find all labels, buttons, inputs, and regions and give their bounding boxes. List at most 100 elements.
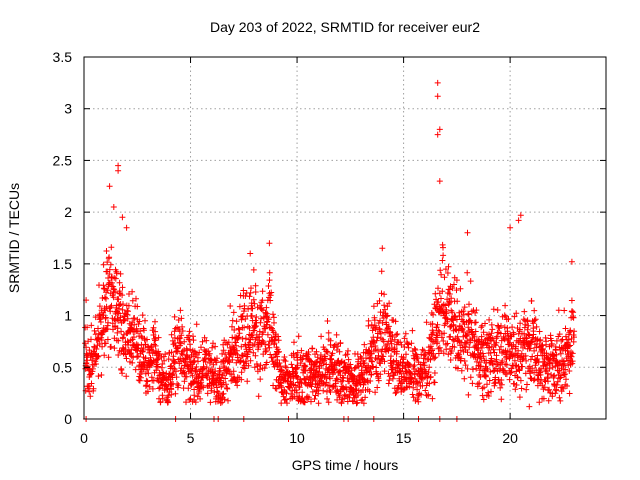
- data-point: [270, 354, 277, 361]
- data-point: [488, 388, 494, 395]
- data-point: [84, 324, 91, 331]
- data-point: [465, 324, 472, 331]
- data-point: [436, 126, 443, 133]
- data-point: [102, 307, 109, 314]
- data-point: [473, 365, 480, 372]
- data-point: [123, 355, 130, 362]
- data-point: [553, 351, 560, 358]
- data-point: [517, 377, 524, 384]
- data-point: [165, 399, 172, 406]
- data-point: [97, 319, 104, 325]
- data-point: [563, 376, 569, 383]
- data-point: [485, 393, 492, 399]
- data-point: [193, 367, 199, 374]
- data-point: [445, 263, 452, 270]
- data-point: [105, 354, 112, 361]
- data-point: [156, 385, 163, 392]
- data-point: [434, 332, 441, 339]
- data-point: [99, 343, 106, 350]
- data-point: [524, 317, 531, 324]
- data-point: [373, 324, 380, 331]
- data-point: [461, 304, 468, 311]
- data-point: [524, 326, 531, 333]
- data-point: [209, 366, 215, 373]
- data-point: [264, 331, 271, 338]
- data-point: [114, 309, 121, 316]
- data-point: [171, 313, 178, 320]
- data-point: [464, 269, 471, 276]
- data-point: [278, 400, 285, 407]
- data-point: [336, 348, 343, 355]
- data-point: [560, 385, 567, 392]
- data-point: [483, 373, 489, 380]
- data-point: [558, 337, 565, 344]
- data-point: [401, 335, 408, 342]
- data-point: [462, 362, 469, 369]
- data-point: [422, 387, 429, 394]
- data-point: [327, 389, 334, 395]
- data-point: [423, 319, 430, 326]
- data-point: [255, 393, 262, 400]
- data-point: [463, 341, 470, 347]
- data-point: [440, 252, 447, 259]
- data-point: [296, 393, 303, 400]
- data-point: [507, 224, 514, 231]
- data-point: [313, 363, 319, 370]
- data-point: [263, 359, 270, 366]
- data-point: [240, 287, 247, 294]
- data-point: [381, 306, 388, 313]
- data-point: [252, 289, 259, 295]
- data-point: [241, 365, 248, 372]
- data-point: [377, 371, 384, 378]
- data-point: [305, 394, 312, 401]
- data-point: [421, 352, 428, 359]
- data-point: [344, 375, 351, 381]
- data-point: [554, 378, 561, 385]
- data-point: [232, 379, 239, 386]
- data-point: [266, 269, 273, 276]
- data-point: [165, 392, 172, 399]
- data-point: [136, 377, 143, 384]
- data-point: [317, 352, 324, 358]
- data-point: [111, 345, 118, 352]
- data-point: [345, 364, 352, 371]
- data-point: [333, 331, 340, 338]
- data-point: [395, 362, 402, 369]
- data-point: [472, 328, 479, 335]
- data-point: [203, 337, 210, 344]
- data-point: [564, 383, 570, 389]
- data-point: [537, 336, 544, 343]
- data-point: [569, 308, 576, 315]
- data-point: [548, 340, 555, 347]
- data-point: [311, 396, 318, 402]
- data-point: [425, 392, 432, 399]
- data-point: [154, 356, 161, 363]
- data-point: [467, 278, 474, 285]
- data-point: [437, 267, 444, 274]
- x-tick-label: 5: [187, 430, 195, 446]
- data-point: [562, 325, 569, 332]
- data-point: [343, 383, 349, 390]
- data-point: [470, 366, 476, 373]
- data-point: [111, 323, 118, 330]
- data-point: [293, 389, 300, 396]
- data-point: [469, 380, 476, 387]
- data-point: [309, 388, 316, 395]
- data-point: [434, 93, 441, 100]
- data-point: [144, 336, 150, 343]
- data-point: [181, 338, 188, 345]
- data-point: [281, 354, 288, 360]
- data-point: [177, 307, 184, 314]
- data-point: [480, 353, 487, 360]
- data-point: [498, 343, 504, 350]
- data-point: [299, 389, 306, 396]
- data-point: [87, 371, 94, 378]
- data-point: [504, 325, 511, 331]
- data-point: [569, 314, 576, 320]
- data-point: [510, 331, 517, 338]
- data-point: [430, 350, 437, 357]
- data-point: [168, 386, 175, 393]
- data-point: [414, 355, 421, 362]
- data-point: [546, 386, 553, 393]
- data-point: [178, 315, 185, 322]
